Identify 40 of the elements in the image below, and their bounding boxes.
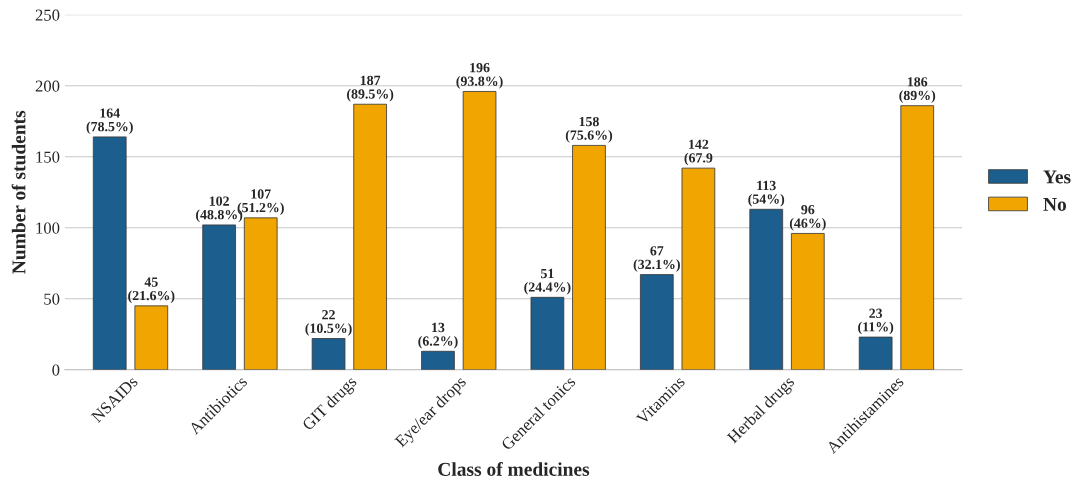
data-label: 158 (75.6%) (565, 116, 613, 143)
y-tick-label: 200 (35, 80, 60, 92)
y-tick-label: 50 (44, 293, 60, 305)
data-label: 96 (46%) (789, 204, 826, 231)
bar (421, 350, 455, 370)
y-tick-label: 250 (35, 9, 60, 21)
data-label: 22 (10.5%) (305, 310, 352, 336)
x-axis-title: Class of medicines (438, 462, 590, 476)
y-tick-label: 150 (36, 151, 60, 163)
y-tick-label: 100 (36, 222, 60, 234)
data-label: 45 (21.6%) (128, 277, 175, 304)
data-label: 196 (93.8%) (456, 62, 503, 89)
bar (530, 296, 565, 370)
data-label: 23 (11%) (858, 308, 894, 335)
y-axis-title: Number of students (11, 110, 26, 274)
bar (900, 105, 935, 370)
bar (353, 103, 387, 370)
bar (243, 217, 278, 370)
data-label: 187 (89.5%) (347, 75, 394, 102)
legend-label: No (1043, 198, 1067, 211)
bar (749, 208, 784, 370)
bar (134, 305, 169, 370)
bar (681, 167, 716, 370)
bar (572, 145, 606, 370)
bar (202, 224, 236, 370)
data-label: 51 (24.4%) (524, 268, 571, 295)
data-label: 164 (78.5%) (86, 108, 133, 135)
y-tick-label: 0 (52, 364, 60, 376)
data-label: 113 (54%) (748, 180, 785, 207)
data-label: 67 (32.1%) (633, 246, 680, 272)
bar (311, 338, 346, 370)
bar (92, 136, 127, 370)
bar (858, 336, 893, 370)
legend-label: Yes (1043, 170, 1071, 184)
data-label: 186 (89%) (899, 77, 936, 103)
bar (462, 91, 497, 370)
data-label: 13 (6.2%) (418, 322, 458, 349)
bar (639, 274, 674, 370)
data-label: 142 (67.9 (684, 139, 713, 166)
bar (790, 233, 825, 370)
